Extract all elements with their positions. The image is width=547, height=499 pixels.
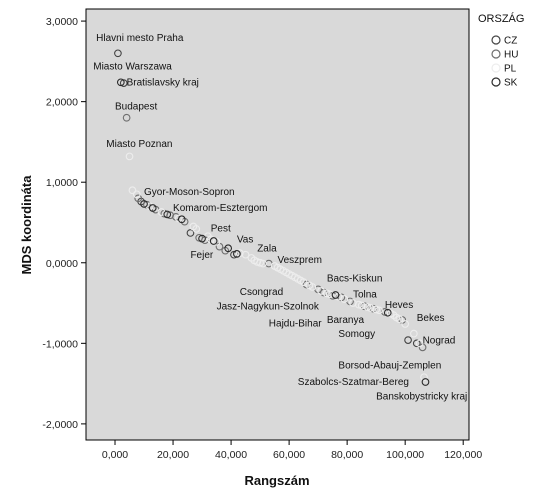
data-point-pl xyxy=(420,373,428,382)
plot-area xyxy=(85,8,470,441)
point-label: Borsod-Abauj-Zemplen xyxy=(338,360,441,371)
series-sk xyxy=(116,78,430,386)
data-point-sk xyxy=(163,210,172,219)
data-point-cz xyxy=(186,229,195,237)
data-point-sk xyxy=(383,308,392,317)
data-point-pl xyxy=(128,186,137,195)
x-tick-label: 60,000 xyxy=(273,449,305,461)
point-label: Szabolcs-Szatmar-Bereg xyxy=(298,377,409,388)
legend-marker-hu xyxy=(491,49,501,59)
data-point-cz xyxy=(404,336,412,344)
data-point-pl xyxy=(401,320,410,328)
data-point-sk xyxy=(140,200,148,208)
point-label: Heves xyxy=(385,300,413,311)
x-axis-title: Rangszám xyxy=(244,473,309,488)
data-point-pl xyxy=(375,306,383,315)
point-label: Csongrad xyxy=(240,287,283,298)
data-point-sk xyxy=(421,378,430,386)
data-point-sk xyxy=(331,291,340,299)
point-label: Vas xyxy=(237,235,254,246)
data-point-hu xyxy=(122,113,131,122)
data-point-pl xyxy=(340,295,349,303)
data-point-hu xyxy=(134,194,143,203)
data-point-sk xyxy=(198,234,206,243)
point-label: Komarom-Esztergom xyxy=(173,203,267,214)
y-tick-label: 1,0000 xyxy=(46,177,78,189)
y-tick-label: -1,0000 xyxy=(42,338,78,350)
y-tick-label: 0,0000 xyxy=(46,258,78,270)
legend: ORSZÁG CZ HU PL SK xyxy=(478,12,524,89)
x-tick-label: 40,000 xyxy=(215,449,247,461)
y-tick-label: -2,0000 xyxy=(42,419,78,431)
legend-marker-pl xyxy=(491,63,501,73)
point-label: Jasz-Nagykun-Szolnok xyxy=(217,301,320,312)
x-tick-label: 0,000 xyxy=(102,449,128,461)
x-tick-label: 120,000 xyxy=(444,449,482,461)
point-label: Baranya xyxy=(327,315,365,326)
data-point-pl xyxy=(308,283,317,291)
y-tick-label: 3,0000 xyxy=(46,16,78,28)
data-points xyxy=(114,49,430,386)
legend-title: ORSZÁG xyxy=(478,12,524,25)
data-point-sk xyxy=(177,215,186,224)
point-label: Miasto Warszawa xyxy=(93,61,172,72)
data-point-pl xyxy=(395,315,404,324)
data-point-sk xyxy=(233,250,241,258)
legend-marker-cz xyxy=(491,35,501,45)
data-point-pl xyxy=(325,290,334,299)
point-label: Nograd xyxy=(423,335,456,346)
point-label: Bacs-Kiskun xyxy=(327,273,383,284)
data-point-pl xyxy=(132,190,141,199)
data-point-pl xyxy=(259,259,267,268)
point-label: Budapest xyxy=(115,102,157,113)
y-axis: 3,0000 2,0000 1,0000 0,0000 -1,0000 -2,0000 xyxy=(42,16,86,431)
y-tick-label: 2,0000 xyxy=(46,97,78,109)
data-point-sk xyxy=(224,244,233,253)
point-label: Banskobystricky kraj xyxy=(376,392,467,403)
point-annotations: Hlavni mesto Praha Miasto Warszawa Bratisl… xyxy=(93,33,467,402)
point-label: Zala xyxy=(257,243,277,254)
y-axis-title: MDS koordináta xyxy=(19,175,34,275)
data-point-cz xyxy=(412,339,421,348)
point-label: Miasto Poznan xyxy=(106,139,172,150)
data-point-pl xyxy=(125,152,134,161)
x-tick-label: 20,000 xyxy=(157,449,189,461)
x-tick-label: 100,000 xyxy=(386,449,424,461)
point-label: Gyor-Moson-Sopron xyxy=(144,187,235,198)
point-label: Bratislavsky kraj xyxy=(127,78,199,89)
data-point-sk xyxy=(209,237,218,245)
data-point-sk xyxy=(148,204,157,212)
point-label: Hlavni mesto Praha xyxy=(96,33,184,44)
point-label: Fejer xyxy=(190,250,213,261)
point-label: Hajdu-Bihar xyxy=(269,318,322,329)
legend-label-cz: CZ xyxy=(504,36,517,47)
data-point-cz xyxy=(114,49,122,58)
legend-marker-sk xyxy=(491,77,501,87)
legend-label-sk: SK xyxy=(504,78,518,89)
point-label: Veszprem xyxy=(278,255,322,266)
legend-label-hu: HU xyxy=(504,50,518,61)
point-label: Pest xyxy=(211,223,231,234)
data-point-pl xyxy=(415,339,424,348)
x-axis: 0,000 20,000 40,000 60,000 80,000 100,000 120,… xyxy=(102,440,482,461)
point-label: Somogy xyxy=(338,329,375,340)
data-point-pl xyxy=(410,329,418,338)
data-point-pl xyxy=(192,225,201,233)
point-label: Tolna xyxy=(353,289,377,300)
data-point-pl xyxy=(241,250,250,259)
legend-label-pl: PL xyxy=(504,64,517,75)
x-tick-label: 80,000 xyxy=(331,449,363,461)
data-point-pl xyxy=(299,278,308,286)
data-point-sk xyxy=(116,78,125,87)
point-label: Bekes xyxy=(417,313,445,324)
